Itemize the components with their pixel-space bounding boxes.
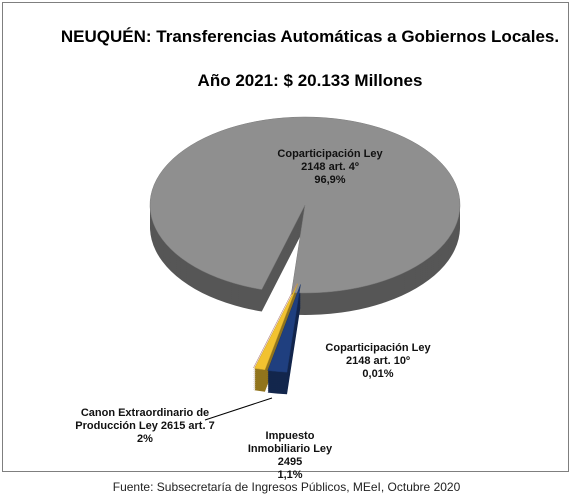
slice-category: Coparticipación Ley 2148 art. 10º	[325, 342, 431, 367]
slice-category: Canon Extraordinario de Producción Ley 2…	[75, 407, 215, 432]
slice-category: Impuesto Inmobiliario Ley 2495	[247, 430, 333, 468]
slice-value-label: 2%	[137, 433, 153, 445]
source-note: Fuente: Subsecretaría de Ingresos Públic…	[112, 480, 461, 494]
slice-value-label: 0,01%	[362, 368, 394, 380]
slice	[254, 283, 298, 371]
slice-label: Coparticipación Ley 2148 art. 4º 96,9%	[275, 148, 385, 187]
slice	[267, 284, 301, 373]
leader-line	[204, 397, 273, 421]
slice-value-label: 1,1%	[277, 469, 303, 481]
slice-value-label: 96,9%	[314, 174, 346, 186]
slice	[149, 116, 461, 294]
slice-label: Canon Extraordinario de Producción Ley 2…	[70, 407, 220, 446]
slice-label: Coparticipación Ley 2148 art. 10º 0,01%	[323, 342, 433, 381]
chart-title: NEUQUÉN: Transferencias Automáticas a Go…	[60, 27, 560, 46]
slice-category: Coparticipación Ley 2148 art. 4º	[277, 148, 383, 173]
chart-frame	[2, 2, 569, 472]
slice	[253, 283, 297, 369]
slice-label: Impuesto Inmobiliario Ley 2495 1,1%	[235, 430, 345, 482]
chart-subtitle: Año 2021: $ 20.133 Millones	[197, 71, 423, 90]
